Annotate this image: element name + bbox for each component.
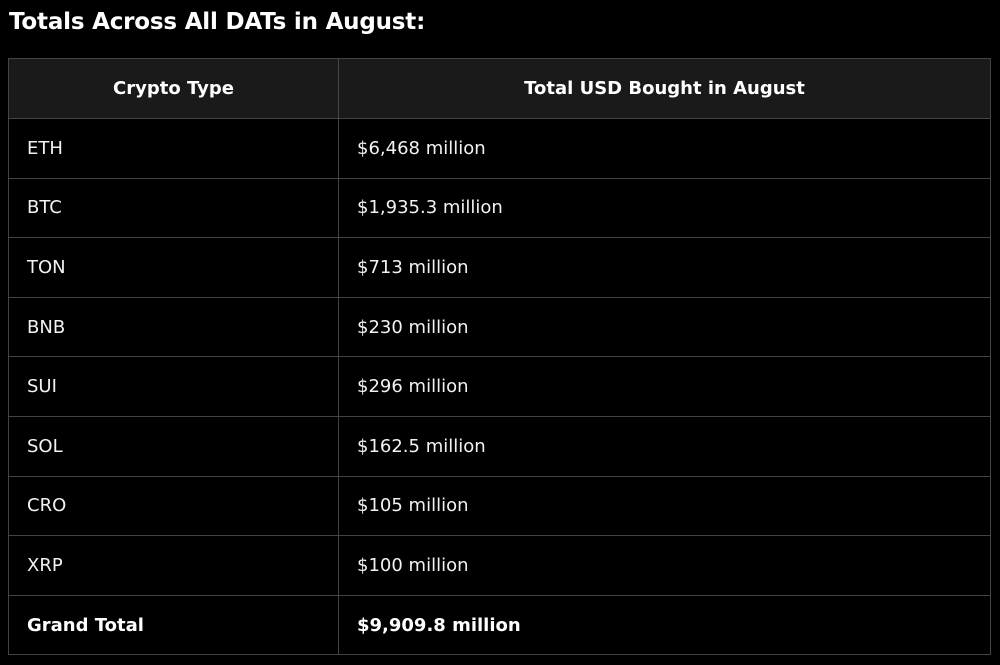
totals-table: Crypto Type Total USD Bought in August E… <box>8 58 991 656</box>
crypto-type-cell: TON <box>8 237 339 298</box>
crypto-type-cell: ETH <box>8 118 339 179</box>
grand-total-amount: $9,909.8 million <box>338 594 991 656</box>
table-row: BNB $230 million <box>8 296 991 358</box>
amount-cell: $296 million <box>338 356 991 417</box>
table-header: Crypto Type Total USD Bought in August <box>8 58 991 119</box>
table-header-row: Crypto Type Total USD Bought in August <box>8 58 991 119</box>
totals-table-container: Crypto Type Total USD Bought in August E… <box>8 58 991 656</box>
amount-cell: $100 million <box>338 535 991 596</box>
crypto-type-cell: SOL <box>8 415 339 477</box>
crypto-type-cell: XRP <box>8 535 339 596</box>
grand-total-row: Grand Total $9,909.8 million <box>8 594 991 656</box>
column-header-crypto-type: Crypto Type <box>8 58 339 119</box>
table-row: CRO $105 million <box>8 475 991 537</box>
amount-cell: $105 million <box>338 475 991 537</box>
crypto-type-cell: SUI <box>8 356 339 417</box>
table-row: XRP $100 million <box>8 535 991 596</box>
table-row: BTC $1,935.3 million <box>8 177 991 239</box>
table-row: ETH $6,468 million <box>8 118 991 179</box>
table-row: SOL $162.5 million <box>8 415 991 477</box>
amount-cell: $1,935.3 million <box>338 177 991 239</box>
table-body: ETH $6,468 million BTC $1,935.3 million … <box>8 118 991 656</box>
page-title: Totals Across All DATs in August: <box>9 9 426 35</box>
grand-total-label: Grand Total <box>8 594 339 656</box>
crypto-type-cell: BTC <box>8 177 339 239</box>
amount-cell: $713 million <box>338 237 991 298</box>
amount-cell: $6,468 million <box>338 118 991 179</box>
amount-cell: $162.5 million <box>338 415 991 477</box>
crypto-type-cell: BNB <box>8 296 339 358</box>
column-header-total-usd: Total USD Bought in August <box>338 58 991 119</box>
amount-cell: $230 million <box>338 296 991 358</box>
table-row: TON $713 million <box>8 237 991 298</box>
crypto-type-cell: CRO <box>8 475 339 537</box>
table-row: SUI $296 million <box>8 356 991 417</box>
